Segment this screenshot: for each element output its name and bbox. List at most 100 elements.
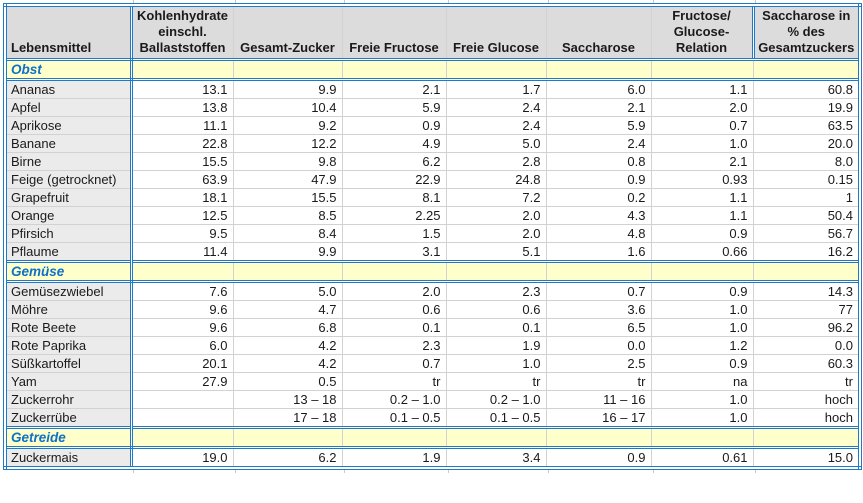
value-cell[interactable]: 6.0 [130, 336, 234, 355]
value-cell[interactable]: 2.4 [445, 116, 547, 135]
value-cell[interactable]: hoch [752, 390, 861, 409]
value-cell[interactable]: 6.8 [232, 318, 343, 337]
section-empty-cell[interactable] [752, 260, 861, 283]
value-cell[interactable]: 8.0 [752, 152, 861, 171]
food-name-cell[interactable]: Rote Beete [4, 318, 133, 337]
value-cell[interactable]: 0.9 [341, 116, 447, 135]
section-empty-cell[interactable] [341, 260, 447, 283]
section-label[interactable]: Getreide [4, 426, 133, 449]
value-cell[interactable]: na [650, 372, 754, 391]
value-cell[interactable]: 7.2 [445, 188, 547, 207]
value-cell[interactable]: 9.6 [130, 300, 234, 319]
value-cell[interactable]: 9.2 [232, 116, 343, 135]
value-cell[interactable]: 5.0 [445, 134, 547, 153]
value-cell[interactable]: 0.2 – 1.0 [341, 390, 447, 409]
value-cell[interactable]: 60.8 [752, 79, 861, 99]
value-cell[interactable]: 15.0 [752, 447, 861, 469]
section-label[interactable]: Obst [4, 58, 133, 81]
value-cell[interactable]: 1 [752, 188, 861, 207]
value-cell[interactable]: 3.4 [445, 447, 547, 469]
value-cell[interactable]: 0.5 [232, 372, 343, 391]
value-cell[interactable]: tr [445, 372, 547, 391]
value-cell[interactable]: 0.7 [650, 116, 754, 135]
section-empty-cell[interactable] [650, 426, 754, 449]
value-cell[interactable]: 2.4 [445, 98, 547, 117]
column-header-kohlenhydrate[interactable]: Kohlenhydrate einschl. Ballaststoffen [130, 4, 234, 61]
value-cell[interactable]: 20.0 [752, 134, 861, 153]
section-empty-cell[interactable] [545, 260, 652, 283]
food-name-cell[interactable]: Rote Paprika [4, 336, 133, 355]
value-cell[interactable]: 1.2 [650, 336, 754, 355]
value-cell[interactable]: 96.2 [752, 318, 861, 337]
section-empty-cell[interactable] [232, 426, 343, 449]
value-cell[interactable]: tr [545, 372, 652, 391]
section-empty-cell[interactable] [752, 58, 861, 81]
value-cell[interactable]: 18.1 [130, 188, 234, 207]
value-cell[interactable]: 2.0 [445, 224, 547, 243]
value-cell[interactable]: 4.2 [232, 354, 343, 373]
value-cell[interactable]: 0.1 – 0.5 [445, 408, 547, 428]
value-cell[interactable]: 0.66 [650, 242, 754, 262]
value-cell[interactable]: 4.7 [232, 300, 343, 319]
section-label[interactable]: Gemüse [4, 260, 133, 283]
value-cell[interactable]: 5.9 [341, 98, 447, 117]
value-cell[interactable]: 12.5 [130, 206, 234, 225]
value-cell[interactable]: 14.3 [752, 281, 861, 301]
value-cell[interactable]: 19.0 [130, 447, 234, 469]
food-name-cell[interactable]: Süßkartoffel [4, 354, 133, 373]
food-name-cell[interactable]: Zuckerrübe [4, 408, 133, 428]
food-name-cell[interactable]: Orange [4, 206, 133, 225]
value-cell[interactable]: 8.1 [341, 188, 447, 207]
value-cell[interactable]: 16 – 17 [545, 408, 652, 428]
food-name-cell[interactable]: Zuckermais [4, 447, 133, 469]
section-empty-cell[interactable] [341, 58, 447, 81]
value-cell[interactable]: 12.2 [232, 134, 343, 153]
food-name-cell[interactable]: Aprikose [4, 116, 133, 135]
value-cell[interactable]: 2.3 [341, 336, 447, 355]
value-cell[interactable]: 0.6 [341, 300, 447, 319]
value-cell[interactable]: 0.7 [545, 281, 652, 301]
value-cell[interactable]: 0.15 [752, 170, 861, 189]
value-cell[interactable]: 1.0 [650, 300, 754, 319]
value-cell[interactable]: 1.9 [445, 336, 547, 355]
value-cell[interactable]: 6.0 [545, 79, 652, 99]
value-cell[interactable]: 16.2 [752, 242, 861, 262]
value-cell[interactable]: 3.1 [341, 242, 447, 262]
value-cell[interactable]: 9.9 [232, 79, 343, 99]
value-cell[interactable]: 0.6 [445, 300, 547, 319]
value-cell[interactable]: tr [752, 372, 861, 391]
section-empty-cell[interactable] [650, 58, 754, 81]
value-cell[interactable]: 17 – 18 [232, 408, 343, 428]
value-cell[interactable]: 9.5 [130, 224, 234, 243]
section-empty-cell[interactable] [232, 58, 343, 81]
food-name-cell[interactable]: Zuckerrohr [4, 390, 133, 409]
value-cell[interactable]: 1.1 [650, 188, 754, 207]
value-cell[interactable] [130, 390, 234, 409]
value-cell[interactable]: 0.9 [545, 170, 652, 189]
value-cell[interactable]: 56.7 [752, 224, 861, 243]
value-cell[interactable]: 1.0 [650, 408, 754, 428]
value-cell[interactable]: 0.2 – 1.0 [445, 390, 547, 409]
value-cell[interactable]: 6.2 [232, 447, 343, 469]
column-header-freie-fructose[interactable]: Freie Fructose [341, 4, 447, 61]
food-name-cell[interactable]: Möhre [4, 300, 133, 319]
value-cell[interactable]: 13.8 [130, 98, 234, 117]
value-cell[interactable]: 9.9 [232, 242, 343, 262]
value-cell[interactable]: 1.0 [650, 390, 754, 409]
value-cell[interactable]: 0.9 [650, 281, 754, 301]
value-cell[interactable]: 0.9 [650, 224, 754, 243]
value-cell[interactable]: 22.8 [130, 134, 234, 153]
section-empty-cell[interactable] [445, 426, 547, 449]
value-cell[interactable]: 50.4 [752, 206, 861, 225]
value-cell[interactable]: 3.6 [545, 300, 652, 319]
value-cell[interactable]: 0.0 [752, 336, 861, 355]
value-cell[interactable]: 4.2 [232, 336, 343, 355]
section-empty-cell[interactable] [545, 58, 652, 81]
value-cell[interactable]: 1.0 [650, 134, 754, 153]
value-cell[interactable]: 47.9 [232, 170, 343, 189]
value-cell[interactable]: 63.9 [130, 170, 234, 189]
value-cell[interactable]: 2.0 [341, 281, 447, 301]
value-cell[interactable]: hoch [752, 408, 861, 428]
value-cell[interactable]: 24.8 [445, 170, 547, 189]
value-cell[interactable]: 22.9 [341, 170, 447, 189]
